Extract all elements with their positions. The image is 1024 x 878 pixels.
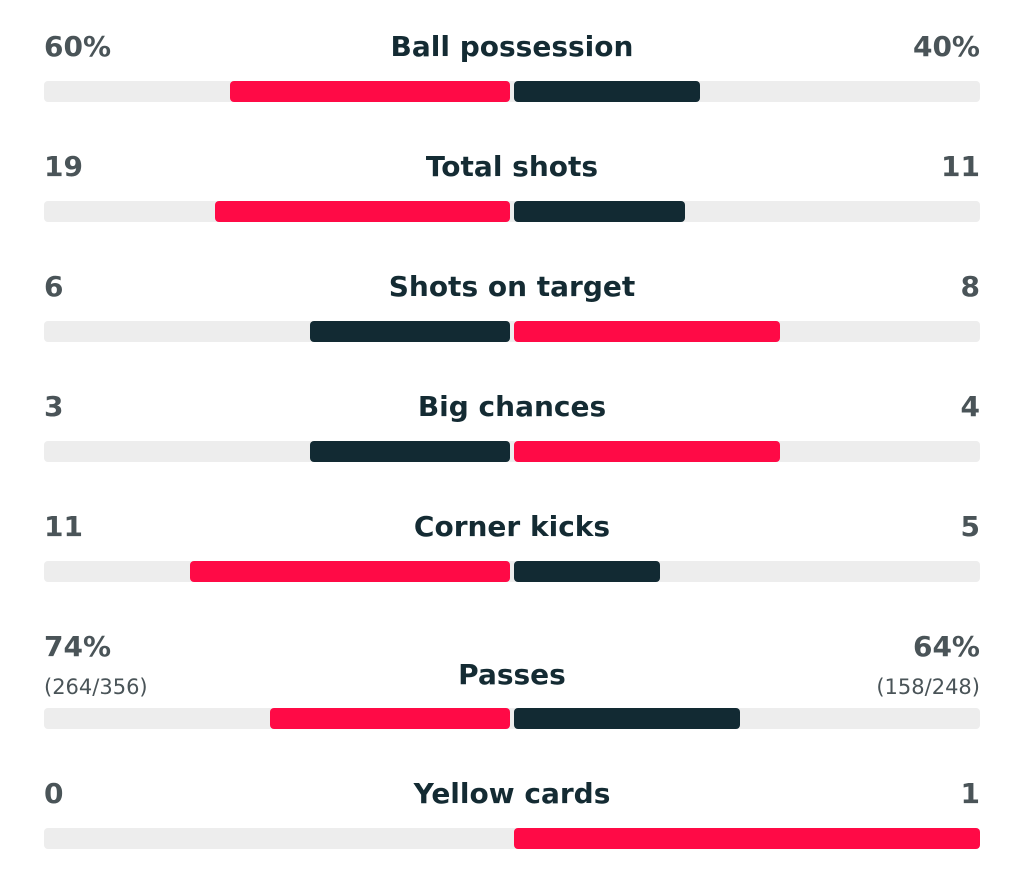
stat-row-total-shots: 19 11 Total shots	[44, 150, 980, 224]
home-bar-fill	[270, 708, 510, 729]
home-value: 11	[44, 510, 83, 543]
home-value-detail: (264/356)	[44, 675, 148, 699]
stat-bar-track	[44, 321, 980, 342]
home-bar-fill	[230, 81, 510, 102]
away-value: 1	[960, 777, 980, 810]
stat-label: Yellow cards	[413, 777, 611, 810]
stat-row-ball-possession: 60% 40% Ball possession	[44, 30, 980, 104]
stat-row-shots-on-target: 6 8 Shots on target	[44, 270, 980, 344]
away-bar-fill	[514, 441, 780, 462]
home-value: 60%	[44, 30, 112, 63]
stat-row-big-chances: 3 4 Big chances	[44, 390, 980, 464]
away-value: 40%	[912, 30, 980, 63]
stat-label: Shots on target	[388, 270, 636, 303]
home-value: 74%	[44, 630, 112, 663]
away-value: 11	[941, 150, 980, 183]
stat-row-corner-kicks: 11 5 Corner kicks	[44, 510, 980, 584]
stat-row-passes: 74% 64% Passes (264/356) (158/248)	[44, 630, 980, 730]
away-value: 64%	[912, 630, 980, 663]
stat-label: Ball possession	[390, 30, 634, 63]
away-value: 5	[960, 510, 980, 543]
home-value: 3	[44, 390, 64, 423]
stat-label: Total shots	[425, 150, 599, 183]
away-bar-fill	[514, 561, 660, 582]
stat-label: Corner kicks	[413, 510, 611, 543]
home-value: 19	[44, 150, 83, 183]
away-bar-fill	[514, 321, 780, 342]
away-bar-fill	[514, 81, 700, 102]
away-value-detail: (158/248)	[876, 675, 980, 699]
home-bar-fill	[190, 561, 510, 582]
away-bar-fill	[514, 708, 740, 729]
away-bar-fill	[514, 828, 980, 849]
stat-label: Passes	[458, 658, 566, 691]
home-bar-fill	[215, 201, 510, 222]
stat-row-yellow-cards: 0 1 Yellow cards	[44, 777, 980, 851]
away-value: 4	[960, 390, 980, 423]
away-bar-fill	[514, 201, 685, 222]
stat-bar-track	[44, 561, 980, 582]
away-value: 8	[960, 270, 980, 303]
stat-label: Big chances	[417, 390, 607, 423]
stat-bar-track	[44, 201, 980, 222]
home-value: 0	[44, 777, 64, 810]
home-bar-fill	[310, 321, 510, 342]
stat-bar-track	[44, 441, 980, 462]
home-value: 6	[44, 270, 64, 303]
stat-bar-track	[44, 708, 980, 729]
stat-bar-track	[44, 828, 980, 849]
home-bar-fill	[310, 441, 510, 462]
stat-bar-track	[44, 81, 980, 102]
